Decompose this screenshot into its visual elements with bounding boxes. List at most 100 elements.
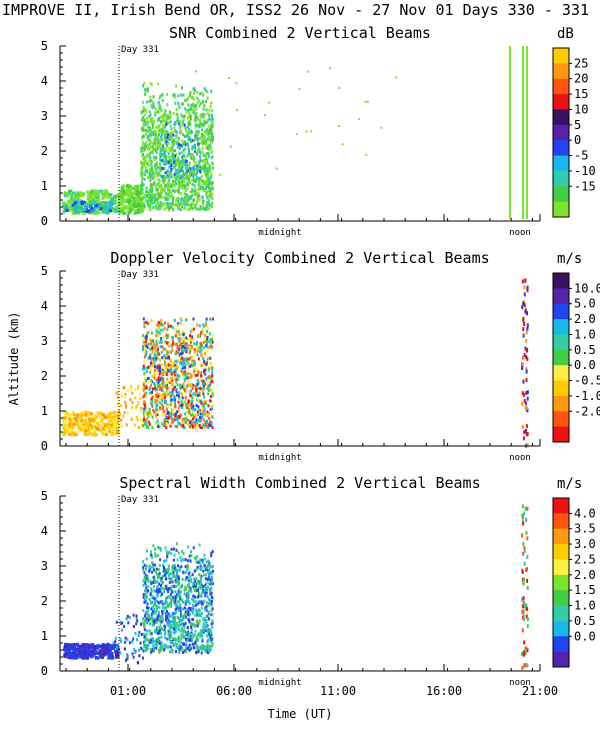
data-cell bbox=[188, 204, 190, 207]
data-cell bbox=[168, 551, 170, 554]
y-tick-label: 0 bbox=[41, 439, 48, 453]
data-cell bbox=[84, 206, 87, 209]
data-cell bbox=[524, 353, 526, 357]
data-cell bbox=[200, 353, 202, 356]
data-cell bbox=[100, 429, 103, 432]
data-cell bbox=[189, 575, 191, 578]
colorbar-segment bbox=[553, 186, 569, 202]
data-cell bbox=[171, 135, 173, 138]
data-cell bbox=[185, 645, 187, 648]
data-cell bbox=[163, 189, 165, 192]
data-cell bbox=[173, 574, 175, 577]
data-cell bbox=[92, 419, 95, 422]
data-cell bbox=[149, 127, 151, 130]
data-cell bbox=[151, 358, 153, 361]
data-cell bbox=[131, 418, 133, 421]
data-cell bbox=[209, 599, 211, 602]
data-cell bbox=[207, 571, 209, 574]
data-cell bbox=[165, 363, 167, 366]
data-cell bbox=[179, 384, 181, 387]
data-cell bbox=[200, 371, 202, 374]
data-cell bbox=[144, 423, 146, 426]
data-cell bbox=[186, 416, 188, 419]
data-cell bbox=[211, 334, 213, 337]
data-cell bbox=[155, 647, 157, 650]
data-cell bbox=[179, 333, 181, 336]
data-cell bbox=[142, 424, 144, 427]
data-cell bbox=[171, 377, 173, 380]
data-cell bbox=[103, 653, 106, 656]
data-cell bbox=[152, 624, 154, 627]
data-cell bbox=[165, 644, 167, 647]
data-cell bbox=[178, 409, 180, 412]
data-cell bbox=[105, 433, 108, 436]
data-cell bbox=[199, 199, 201, 202]
data-cell bbox=[193, 173, 195, 176]
data-cell bbox=[305, 131, 307, 133]
data-cell bbox=[160, 120, 162, 123]
data-cell bbox=[142, 149, 144, 152]
data-cell bbox=[153, 589, 155, 592]
data-cell bbox=[191, 356, 193, 359]
data-cell bbox=[98, 412, 101, 415]
data-cell bbox=[184, 366, 186, 369]
data-cell bbox=[128, 201, 131, 204]
colorbar-label: 10.0 bbox=[574, 281, 600, 295]
data-cell bbox=[154, 164, 156, 167]
data-cell bbox=[211, 626, 213, 629]
data-cell bbox=[150, 368, 152, 371]
data-cell bbox=[209, 578, 211, 581]
data-cell bbox=[203, 418, 205, 421]
data-cell bbox=[101, 432, 104, 435]
data-cell bbox=[196, 568, 198, 571]
data-cell bbox=[167, 389, 169, 392]
data-cell bbox=[167, 133, 169, 136]
data-cell bbox=[154, 384, 156, 387]
data-cell bbox=[105, 192, 109, 195]
data-cell bbox=[64, 420, 67, 423]
colorbar-segment bbox=[553, 411, 569, 427]
data-cell bbox=[143, 106, 145, 109]
data-cell bbox=[170, 552, 172, 555]
data-cell bbox=[71, 647, 74, 650]
data-cell bbox=[211, 109, 213, 112]
data-cell bbox=[177, 114, 179, 117]
data-cell bbox=[156, 392, 158, 395]
data-cell bbox=[367, 101, 369, 103]
data-cell bbox=[165, 195, 167, 198]
data-cell bbox=[527, 432, 529, 436]
data-cell bbox=[154, 142, 156, 145]
colorbar-segment bbox=[553, 109, 569, 125]
data-cell bbox=[151, 104, 153, 107]
data-cell bbox=[172, 326, 174, 329]
data-cell bbox=[219, 174, 221, 176]
data-cell bbox=[168, 637, 170, 640]
data-cell bbox=[130, 187, 133, 190]
data-cell bbox=[211, 367, 213, 370]
data-cell bbox=[160, 128, 162, 131]
data-cell bbox=[162, 385, 164, 388]
data-cell bbox=[192, 183, 194, 186]
data-cell bbox=[90, 412, 93, 415]
data-cell bbox=[143, 372, 145, 375]
data-cell bbox=[268, 101, 270, 103]
data-cell bbox=[195, 191, 197, 194]
data-cell bbox=[187, 577, 189, 580]
data-cell bbox=[181, 183, 183, 186]
data-cell bbox=[117, 391, 119, 394]
data-cell bbox=[179, 152, 181, 155]
data-cell bbox=[199, 379, 201, 382]
data-cell bbox=[206, 350, 208, 353]
data-cell bbox=[84, 419, 87, 422]
data-cell bbox=[199, 384, 201, 387]
data-cell bbox=[122, 386, 124, 389]
data-cell bbox=[145, 321, 147, 324]
data-cell bbox=[184, 115, 186, 118]
data-cell bbox=[127, 389, 129, 392]
data-cell bbox=[142, 609, 144, 612]
data-cell bbox=[84, 429, 87, 432]
data-cell bbox=[196, 418, 198, 421]
data-cell bbox=[160, 136, 162, 139]
data-cell bbox=[147, 130, 149, 133]
data-cell bbox=[196, 353, 198, 356]
